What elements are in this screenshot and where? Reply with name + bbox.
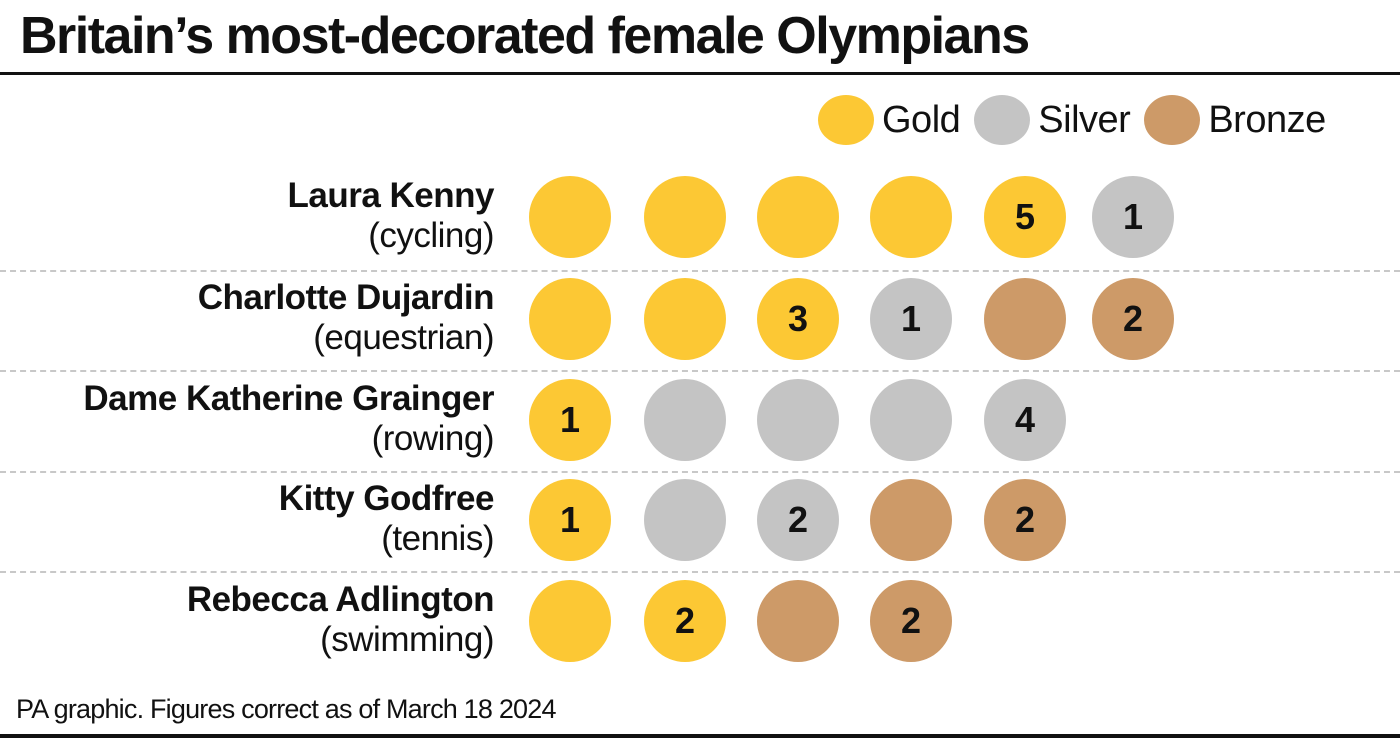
bronze-medal-icon: 2	[984, 479, 1066, 561]
athlete-row: Kitty Godfree (tennis) 1 2 2	[0, 479, 1400, 579]
gold-medal-icon: 1	[529, 379, 611, 461]
gold-medal-icon	[757, 176, 839, 258]
gold-medal-icon: 1	[529, 479, 611, 561]
bronze-medal-icon	[984, 278, 1066, 360]
legend-item-bronze: Bronze	[1144, 95, 1326, 145]
silver-medal-icon	[644, 379, 726, 461]
silver-medal-icon	[644, 479, 726, 561]
gold-medal-icon	[870, 176, 952, 258]
legend-label: Gold	[882, 98, 961, 141]
gold-medal-icon	[644, 278, 726, 360]
athlete-row: Laura Kenny (cycling) 5 1	[0, 176, 1400, 276]
silver-medal-icon	[870, 379, 952, 461]
athlete-name: Rebecca Adlington	[186, 580, 495, 619]
athlete-name: Dame Katherine Grainger	[83, 379, 494, 418]
gold-medal-icon	[529, 580, 611, 662]
legend-item-silver: Silver	[974, 95, 1131, 145]
row-divider	[0, 370, 1400, 372]
silver-medal-icon	[974, 95, 1031, 145]
gold-medal-icon: 3	[757, 278, 839, 360]
athlete-name: Laura Kenny	[287, 176, 495, 215]
athlete-sport: (equestrian)	[313, 318, 494, 357]
bronze-medal-icon	[757, 580, 839, 662]
legend-item-gold: Gold	[818, 95, 961, 145]
gold-medal-icon	[529, 176, 611, 258]
row-divider	[0, 471, 1400, 473]
athlete-row: Charlotte Dujardin (equestrian) 3 1 2	[0, 278, 1400, 378]
athlete-label: Rebecca Adlington (swimming)	[186, 580, 495, 660]
silver-medal-icon: 1	[870, 278, 952, 360]
athlete-row: Dame Katherine Grainger (rowing) 1 4	[0, 379, 1400, 479]
row-divider	[0, 571, 1400, 573]
gold-medal-icon	[529, 278, 611, 360]
athlete-sport: (swimming)	[320, 620, 494, 659]
athlete-sport: (rowing)	[371, 419, 495, 458]
athlete-label: Kitty Godfree (tennis)	[278, 479, 495, 559]
athlete-sport: (tennis)	[381, 519, 494, 558]
gold-medal-icon	[644, 176, 726, 258]
title-rule	[0, 72, 1400, 75]
bronze-medal-icon	[870, 479, 952, 561]
gold-medal-icon: 5	[984, 176, 1066, 258]
athlete-label: Charlotte Dujardin (equestrian)	[197, 278, 495, 358]
silver-medal-icon	[757, 379, 839, 461]
silver-medal-icon: 4	[984, 379, 1066, 461]
bronze-medal-icon: 2	[870, 580, 952, 662]
gold-medal-icon	[818, 95, 874, 145]
silver-medal-icon: 2	[757, 479, 839, 561]
athlete-row: Rebecca Adlington (swimming) 2 2	[0, 580, 1400, 680]
bronze-medal-icon: 2	[1092, 278, 1174, 360]
athlete-sport: (cycling)	[368, 216, 494, 255]
gold-medal-icon: 2	[644, 580, 726, 662]
athlete-label: Dame Katherine Grainger (rowing)	[83, 379, 494, 459]
bronze-medal-icon	[1144, 95, 1201, 145]
athlete-label: Laura Kenny (cycling)	[288, 176, 495, 256]
legend-label: Bronze	[1208, 98, 1326, 141]
athlete-name: Charlotte Dujardin	[197, 278, 495, 317]
silver-medal-icon: 1	[1092, 176, 1174, 258]
footer-rule	[0, 734, 1400, 738]
legend: Gold Silver Bronze	[818, 95, 1340, 145]
legend-label: Silver	[1038, 98, 1131, 141]
chart-title: Britain’s most-decorated female Olympian…	[20, 7, 1030, 65]
source-note: PA graphic. Figures correct as of March …	[16, 694, 556, 724]
row-divider	[0, 270, 1400, 272]
athlete-name: Kitty Godfree	[278, 479, 495, 518]
